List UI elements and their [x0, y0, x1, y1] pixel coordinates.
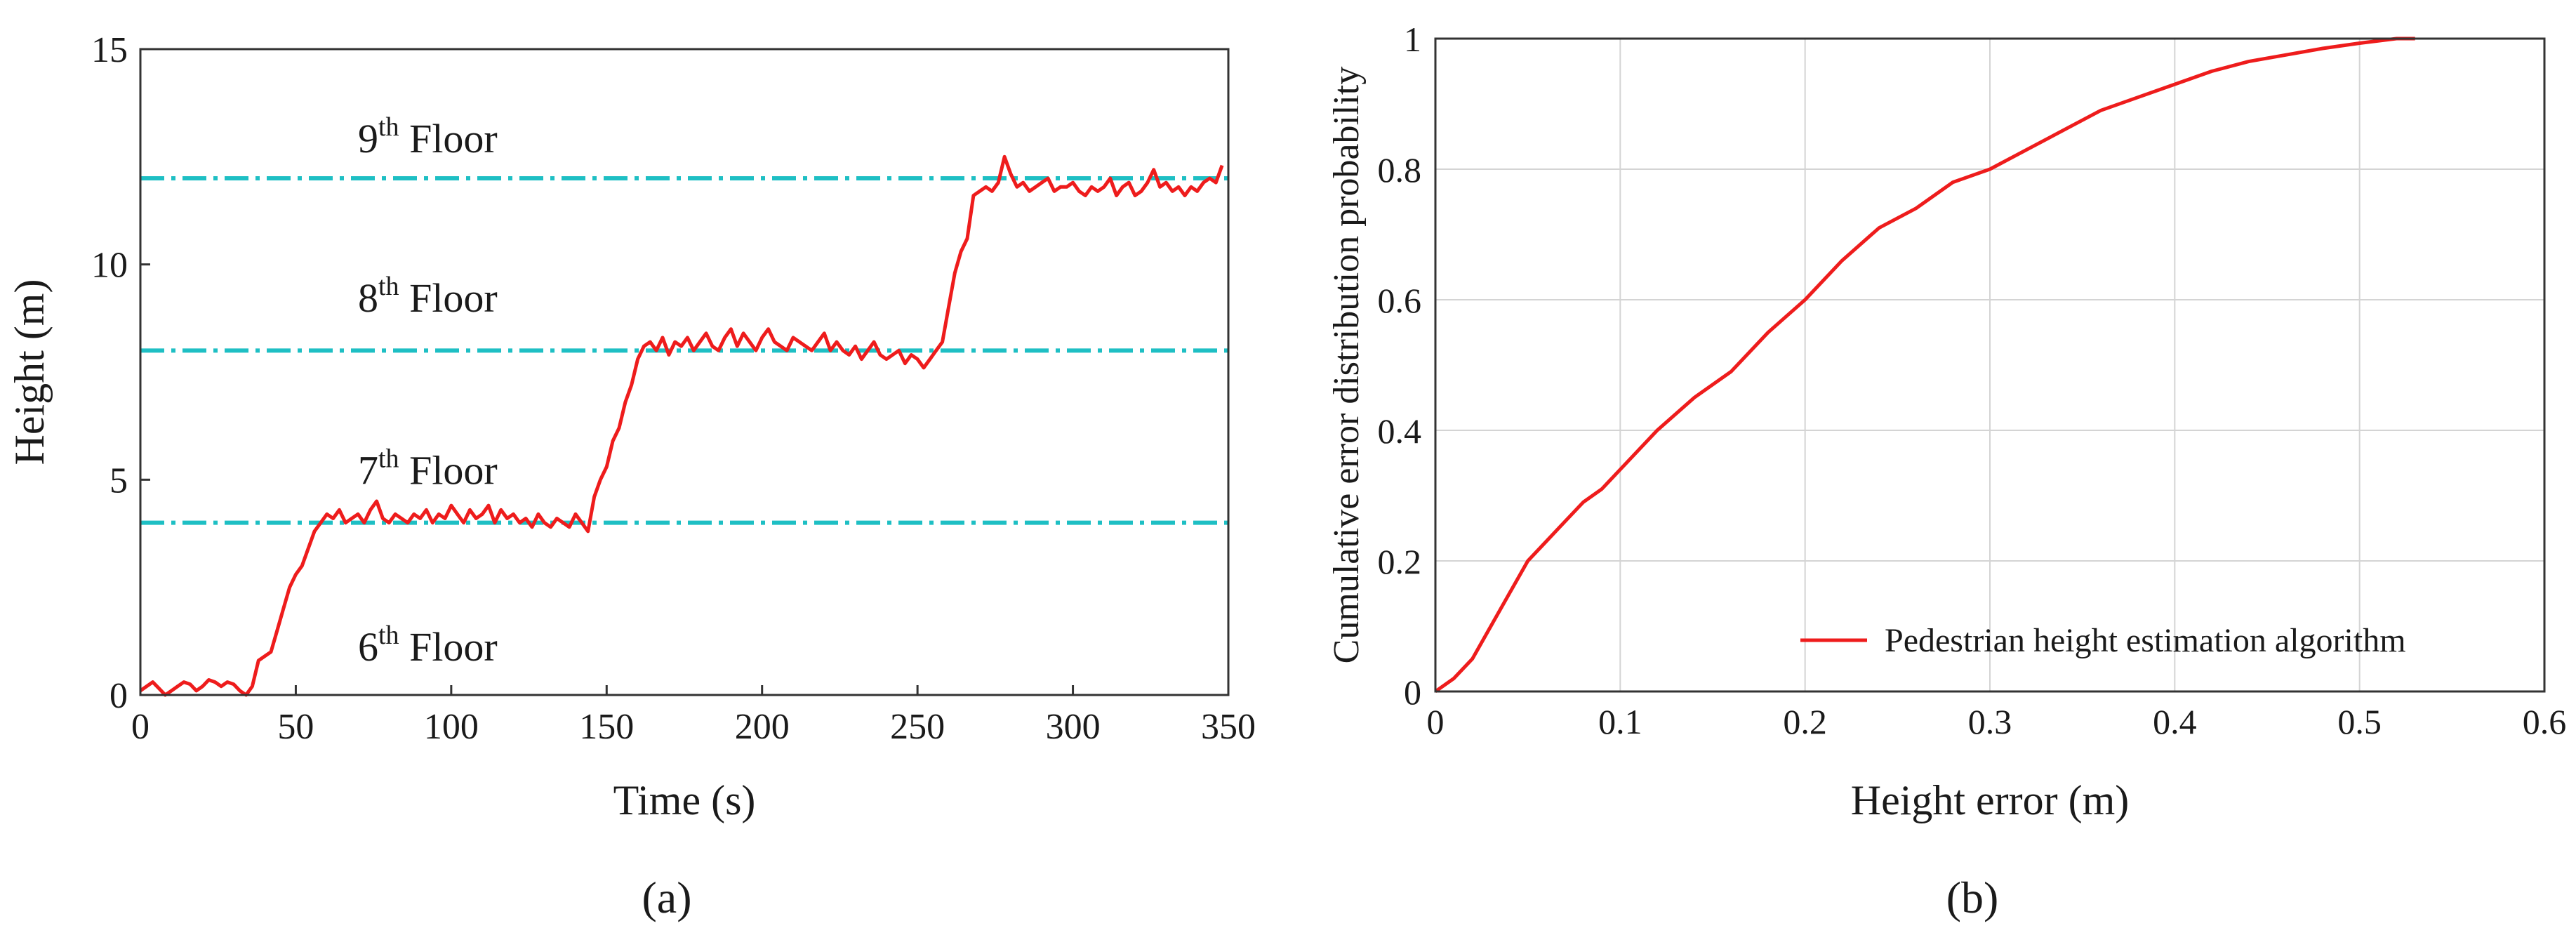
floor-annotation: 9th Floor	[358, 112, 498, 161]
y-tick-label: 15	[91, 30, 128, 70]
height-series-line	[139, 154, 1224, 697]
x-tick-label: 150	[579, 707, 634, 747]
y-tick-label: 0.2	[1378, 542, 1422, 581]
x-tick-label: 0.5	[2337, 702, 2382, 741]
y-axis-label-a: Height (m)	[6, 279, 53, 465]
x-tick-label: 0	[131, 707, 150, 747]
x-tick-label: 0.3	[1968, 702, 2012, 741]
x-tick-label: 0.1	[1598, 702, 1642, 741]
cdf-series	[1434, 37, 2415, 694]
y-axis-ticks-a: 0 5 10 15	[91, 30, 150, 716]
panel-b: 0 0.1 0.2 0.3 0.4 0.5 0.6 0 0.2 0.4 0.6 0.8 1 Pedes…	[1327, 20, 2566, 922]
y-tick-label: 5	[109, 461, 128, 501]
y-tick-label: 0.8	[1378, 150, 1422, 190]
panel-label-a: (a)	[642, 873, 691, 922]
grid-b	[1435, 38, 2545, 692]
floor-annotation: 8th Floor	[358, 272, 498, 321]
floor-annotation: 6th Floor	[358, 621, 498, 670]
legend-label: Pedestrian height estimation algorithm	[1885, 622, 2406, 659]
x-tick-label: 0.4	[2153, 702, 2197, 741]
x-tick-label: 100	[424, 707, 479, 747]
y-axis-ticks-b: 0 0.2 0.4 0.6 0.8 1	[1378, 20, 1422, 712]
x-tick-label: 0	[1427, 702, 1445, 741]
x-tick-label: 200	[735, 707, 790, 747]
y-tick-label: 0.6	[1378, 281, 1422, 320]
y-tick-label: 0	[1404, 673, 1421, 712]
x-tick-label: 50	[277, 707, 314, 747]
y-tick-label: 1	[1404, 20, 1421, 59]
panel-a: 0 50 100 150 200 250 300 350 0 5 10 15 9th Floor 8t…	[6, 30, 1256, 922]
x-tick-label: 250	[890, 707, 945, 747]
y-tick-label: 10	[91, 246, 128, 286]
floor-annotations: 9th Floor 8th Floor 7th Floor 6th Floor	[358, 112, 498, 670]
x-tick-label: 350	[1201, 707, 1256, 747]
x-tick-label: 0.2	[1783, 702, 1827, 741]
x-axis-label-b: Height error (m)	[1851, 777, 2130, 823]
y-tick-label: 0.4	[1378, 411, 1422, 451]
plot-frame-a	[139, 48, 1230, 696]
x-axis-ticks-a: 0 50 100 150 200 250 300 350	[131, 685, 1256, 747]
height-series	[139, 154, 1224, 697]
cdf-series-line	[1434, 37, 2415, 694]
x-tick-label: 300	[1046, 707, 1101, 747]
x-axis-label-a: Time (s)	[613, 777, 756, 823]
y-axis-label-b: Cumulative error distribution probabilit…	[1327, 67, 1367, 664]
panel-label-b: (b)	[1946, 873, 1999, 922]
x-axis-ticks-b: 0 0.1 0.2 0.3 0.4 0.5 0.6	[1427, 702, 2567, 741]
y-tick-label: 0	[109, 676, 128, 716]
legend: Pedestrian height estimation algorithm	[1800, 622, 2406, 659]
floor-reference-lines	[140, 176, 1228, 525]
floor-annotation: 7th Floor	[358, 444, 498, 493]
plot-frame-b	[1434, 37, 2546, 693]
x-tick-label: 0.6	[2523, 702, 2567, 741]
